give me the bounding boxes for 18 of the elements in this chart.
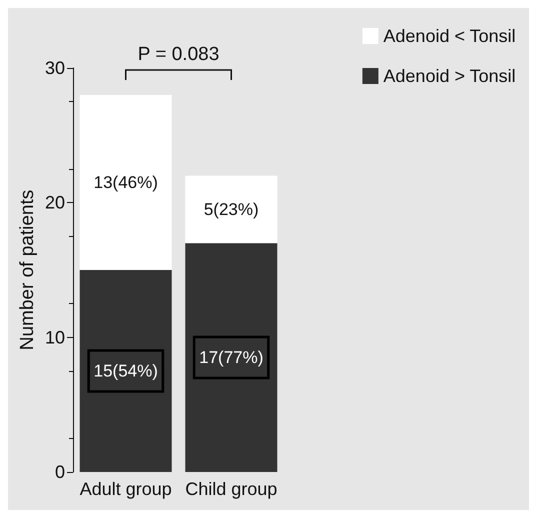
legend-label: Adenoid < Tonsil	[383, 26, 516, 46]
data-label: 15(54%)	[94, 362, 158, 380]
y-tick-label: 30	[44, 58, 65, 78]
bar	[80, 94, 172, 270]
data-label: 13(46%)	[94, 172, 158, 192]
x-tick-label: Child group	[185, 479, 278, 499]
x-tick-label: Adult group	[80, 479, 172, 499]
data-label: 17(77%)	[199, 348, 264, 368]
legend-label: Adenoid > Tonsil	[383, 66, 516, 86]
bar	[80, 270, 172, 472]
y-tick-label: 10	[44, 327, 65, 348]
y-tick-label: 20	[44, 192, 65, 213]
text: P = 0.083	[138, 44, 220, 65]
data-label: 5(23%)	[204, 200, 259, 219]
bar	[185, 243, 278, 472]
y-tick-label: 0	[54, 462, 65, 482]
y-axis-title: Number of patients	[17, 190, 38, 350]
bar	[185, 176, 278, 244]
